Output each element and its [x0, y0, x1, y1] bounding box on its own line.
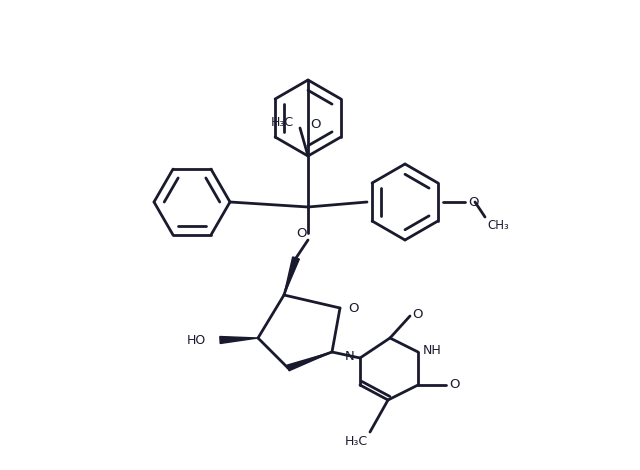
Text: NH: NH — [423, 344, 442, 357]
Text: O: O — [348, 301, 358, 314]
Text: O: O — [449, 378, 460, 392]
Text: HO: HO — [187, 334, 206, 346]
Polygon shape — [287, 352, 332, 371]
Polygon shape — [284, 257, 300, 295]
Text: O: O — [468, 196, 479, 209]
Text: CH₃: CH₃ — [487, 219, 509, 232]
Text: O: O — [296, 227, 307, 240]
Text: H₃C: H₃C — [271, 116, 294, 128]
Text: O: O — [310, 118, 321, 131]
Polygon shape — [220, 337, 258, 344]
Text: H₃C: H₃C — [345, 435, 368, 448]
Text: O: O — [412, 308, 422, 321]
Text: N: N — [344, 350, 354, 362]
